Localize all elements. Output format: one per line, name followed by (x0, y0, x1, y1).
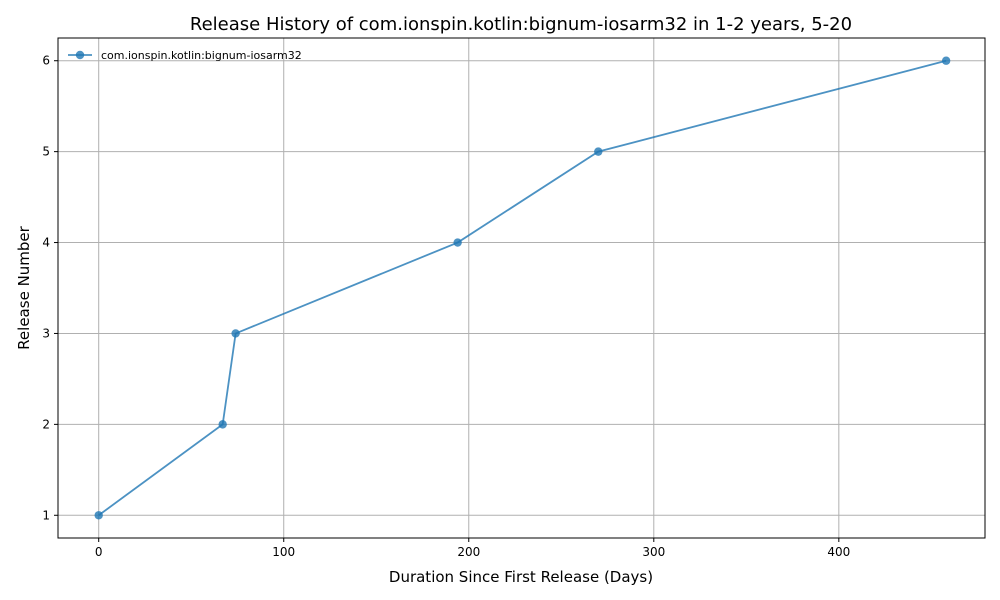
y-tick-label: 1 (42, 508, 50, 522)
y-tick-label: 5 (42, 145, 50, 159)
y-tick-label: 4 (42, 236, 50, 250)
legend-label: com.ionspin.kotlin:bignum-iosarm32 (101, 49, 302, 62)
y-tick-label: 3 (42, 326, 50, 340)
data-point (218, 420, 227, 429)
legend-marker (75, 50, 85, 60)
legend: com.ionspin.kotlin:bignum-iosarm32 (68, 49, 302, 62)
y-axis-ticks: 1 2 3 4 5 6 (42, 54, 58, 522)
data-point (453, 238, 462, 247)
grid (58, 38, 985, 538)
data-point (941, 56, 951, 65)
series-line (98, 59, 947, 516)
chart-title: Release History of com.ionspin.kotlin:bi… (190, 14, 852, 35)
y-tick-label: 6 (42, 54, 50, 68)
y-axis-label: Release Number (15, 225, 33, 349)
series-layer (94, 56, 951, 520)
data-point (94, 511, 103, 520)
x-tick-label: 0 (95, 545, 103, 559)
y-tick-label: 2 (42, 417, 50, 431)
x-tick-label: 200 (457, 545, 480, 559)
x-axis-ticks: 0 100 200 300 400 (95, 538, 850, 559)
x-tick-label: 100 (272, 545, 295, 559)
x-tick-label: 400 (827, 545, 850, 559)
plot-frame (57, 37, 986, 539)
x-tick-label: 300 (642, 545, 665, 559)
data-point (231, 329, 240, 338)
x-axis-label: Duration Since First Release (Days) (389, 568, 653, 586)
data-point (594, 147, 603, 156)
